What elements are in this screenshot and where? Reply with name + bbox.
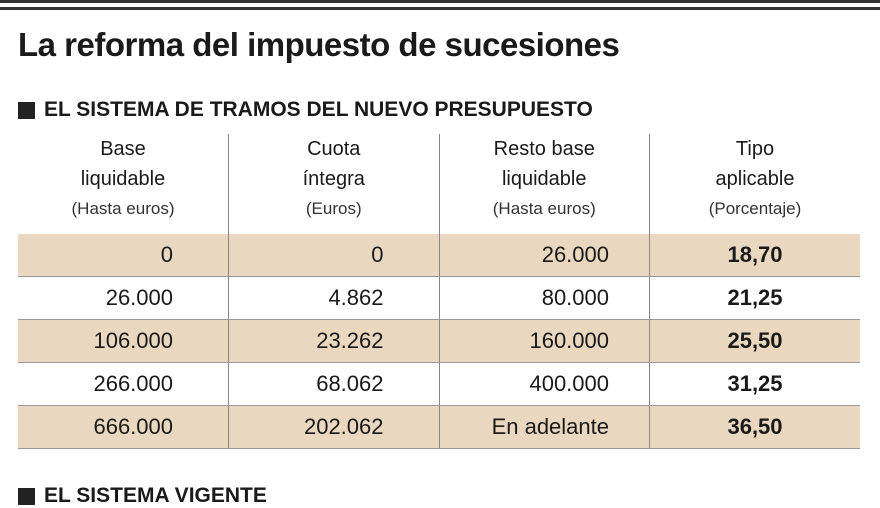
header-line: Tipo	[735, 138, 775, 160]
header-note: (Euros)	[305, 199, 362, 218]
cell: 160.000	[438, 319, 650, 363]
table-row: 266.000 68.062 400.000 31,25	[18, 362, 860, 406]
header-line: Resto base	[493, 138, 595, 160]
cell: 26.000	[438, 234, 650, 277]
column-header: Resto base liquidable (Hasta euros)	[438, 134, 650, 234]
section-header: EL SISTEMA VIGENTE	[18, 484, 267, 508]
header-line: aplicable	[715, 168, 795, 190]
cell: 4.862	[228, 276, 439, 320]
section-title: EL SISTEMA VIGENTE	[44, 484, 267, 507]
cell: 25,50	[649, 319, 860, 363]
table-row: 26.000 4.862 80.000 21,25	[18, 276, 860, 320]
table-body: 0 0 26.000 18,70 26.000 4.862 80.000 21,25 106.0…	[18, 234, 860, 449]
header-line: Base	[100, 138, 146, 160]
top-rule	[0, 7, 880, 10]
header-note: (Hasta euros)	[492, 199, 596, 218]
column-header: Cuota íntegra (Euros)	[228, 134, 439, 234]
table: Base liquidable (Hasta euros) Cuota íntegra (…	[18, 134, 860, 449]
cell: En adelante	[438, 405, 650, 449]
cell: 80.000	[438, 276, 650, 320]
top-rule	[0, 0, 880, 3]
cell: 0	[18, 234, 229, 277]
cell: 23.262	[228, 319, 439, 363]
header-line: liquidable	[80, 168, 166, 190]
cell: 266.000	[18, 362, 229, 406]
cell: 21,25	[649, 276, 860, 320]
section-header: EL SISTEMA DE TRAMOS DEL NUEVO PRESUPUES…	[18, 98, 593, 122]
column-header: Base liquidable (Hasta euros)	[18, 134, 229, 234]
table-row: 0 0 26.000 18,70	[18, 234, 860, 277]
cell: 26.000	[18, 276, 229, 320]
header-line: Cuota	[307, 138, 361, 160]
bullet	[18, 487, 35, 505]
header-row: Base liquidable (Hasta euros) Cuota íntegra (…	[18, 134, 860, 234]
header-note: (Hasta euros)	[71, 199, 175, 218]
cell: 0	[228, 234, 439, 277]
cell: 36,50	[649, 405, 860, 449]
column-header: Tipo aplicable (Porcentaje)	[649, 134, 860, 234]
table-row: 666.000 202.062 En adelante 36,50	[18, 405, 860, 449]
title: La reforma del impuesto de sucesiones	[18, 26, 620, 63]
cell: 106.000	[18, 319, 229, 363]
cell: 666.000	[18, 405, 229, 449]
cell: 31,25	[649, 362, 860, 406]
section-title: EL SISTEMA DE TRAMOS DEL NUEVO PRESUPUES…	[44, 98, 593, 121]
header-line: íntegra	[302, 168, 365, 190]
bullet	[18, 101, 35, 119]
cell: 68.062	[228, 362, 439, 406]
cell: 400.000	[438, 362, 650, 406]
table-row: 106.000 23.262 160.000 25,50	[18, 319, 860, 363]
cell: 18,70	[649, 234, 860, 277]
header-note: (Porcentaje)	[708, 199, 802, 218]
header-line: liquidable	[501, 168, 587, 190]
cell: 202.062	[228, 405, 439, 449]
